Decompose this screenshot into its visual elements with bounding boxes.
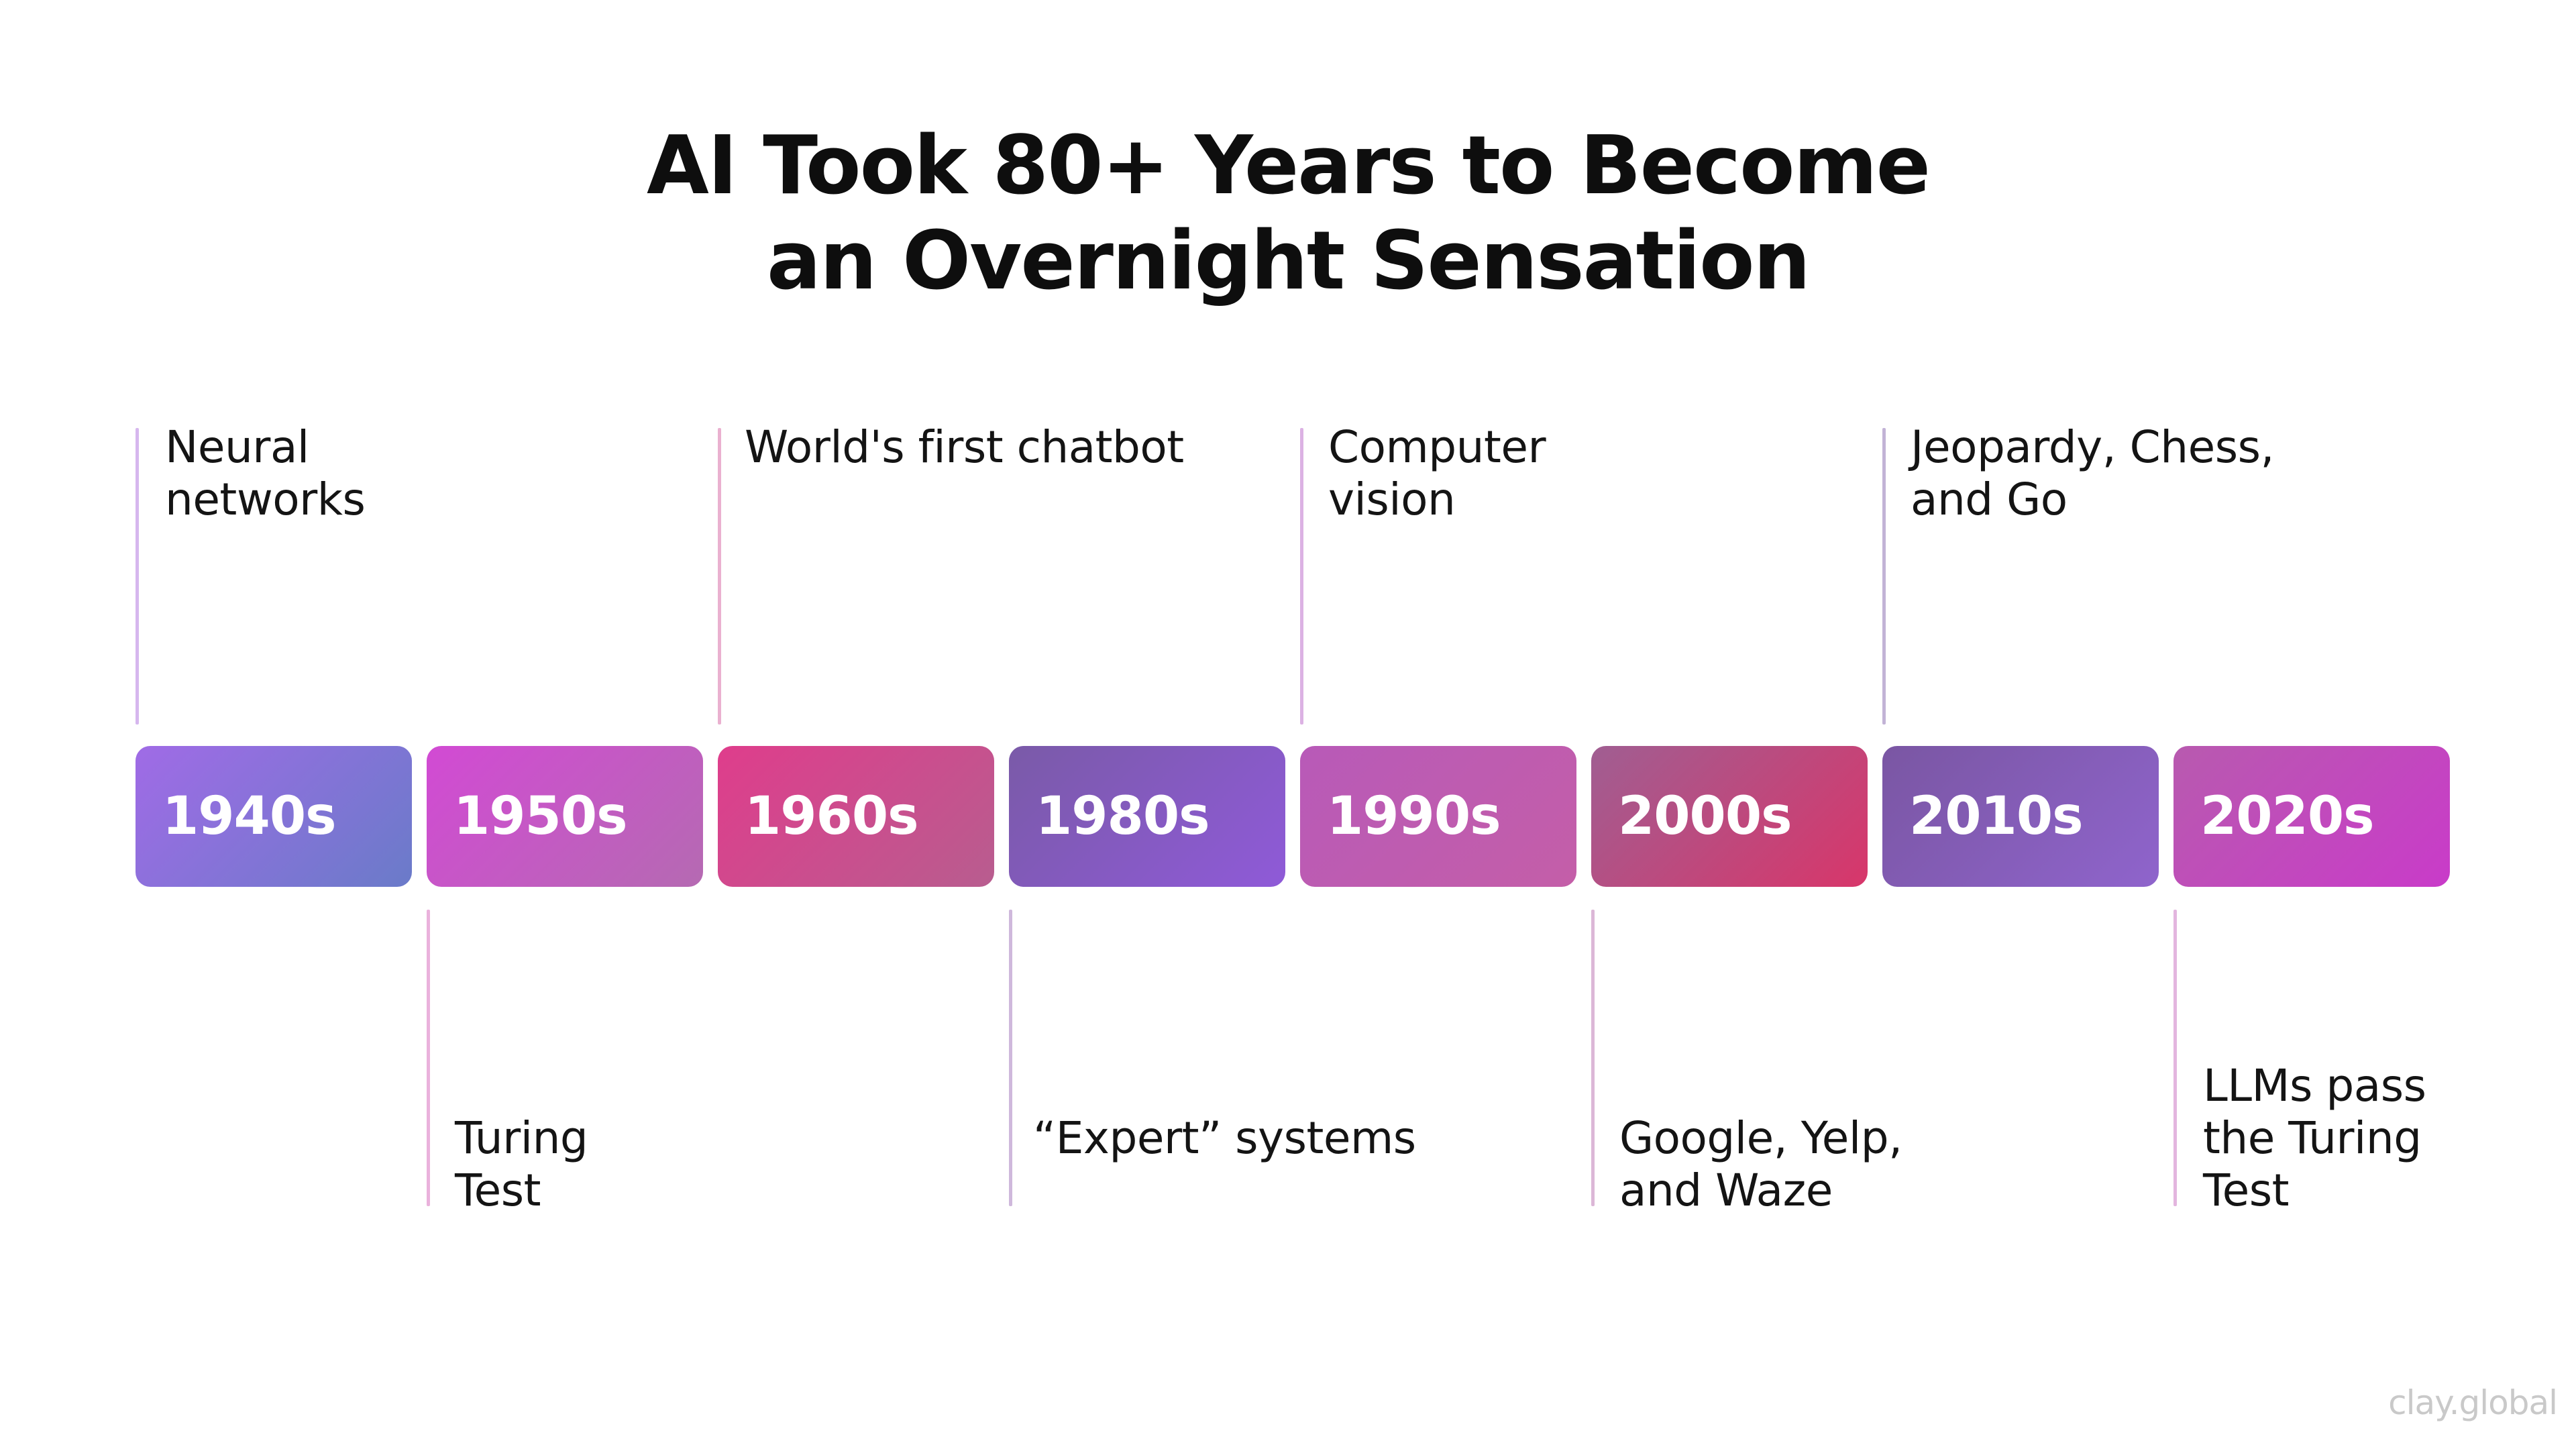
decade-pill-2020s: 2020s <box>2174 746 2450 887</box>
decade-label: 1950s <box>453 786 628 847</box>
connector-line-2010s <box>1882 428 1886 724</box>
connector-line-1960s <box>718 428 721 724</box>
milestone-google-yelp-waze: Google, Yelp, and Waze <box>1619 1112 1902 1217</box>
decade-label: 1940s <box>162 786 337 847</box>
decade-label: 1980s <box>1036 786 1210 847</box>
milestone-text-line: Test <box>455 1165 541 1216</box>
decade-label: 1990s <box>1327 786 1501 847</box>
decade-pill-1980s: 1980s <box>1009 746 1285 887</box>
milestone-text-line: Google, Yelp, <box>1619 1112 1902 1164</box>
milestone-text-line: the Turing <box>2203 1112 2422 1164</box>
milestone-turing-test: Turing Test <box>455 1112 588 1217</box>
decade-pill-1960s: 1960s <box>718 746 994 887</box>
milestone-text-line: World's first chatbot <box>745 421 1184 473</box>
decade-pill-1950s: 1950s <box>427 746 703 887</box>
milestone-text-line: “Expert” systems <box>1033 1112 1416 1164</box>
milestone-text-line: vision <box>1328 474 1456 525</box>
milestone-text-line: and Waze <box>1619 1165 1833 1216</box>
page-title-line-1: AI Took 80+ Years to Become <box>646 119 1931 213</box>
connector-line-2020s <box>2174 910 2177 1206</box>
decade-label: 2010s <box>1909 786 2084 847</box>
decade-label: 2020s <box>2200 786 2375 847</box>
decade-pill-1990s: 1990s <box>1300 746 1576 887</box>
milestone-llms-pass-turing: LLMs pass the Turing Test <box>2203 1060 2426 1217</box>
milestone-text-line: networks <box>165 474 366 525</box>
connector-line-2000s <box>1591 910 1595 1206</box>
milestone-jeopardy-chess-go: Jeopardy, Chess, and Go <box>1911 421 2274 526</box>
connector-line-1990s <box>1300 428 1303 724</box>
milestone-text-line: Jeopardy, Chess, <box>1911 421 2274 473</box>
milestone-text-line: and Go <box>1911 474 2068 525</box>
milestone-first-chatbot: World's first chatbot <box>745 421 1184 474</box>
milestone-text-line: Computer <box>1328 421 1546 473</box>
milestone-text-line: Neural <box>165 421 309 473</box>
decade-label: 2000s <box>1618 786 1792 847</box>
decade-pill-2010s: 2010s <box>1882 746 2159 887</box>
milestone-text-line: Test <box>2203 1165 2289 1216</box>
decade-pill-2000s: 2000s <box>1591 746 1868 887</box>
page-title-line-2: an Overnight Sensation <box>766 215 1811 308</box>
decade-label: 1960s <box>745 786 919 847</box>
watermark: clay.global <box>2388 1383 2558 1422</box>
connector-line-1950s <box>427 910 430 1206</box>
connector-line-1980s <box>1009 910 1012 1206</box>
milestone-text-line: LLMs pass <box>2203 1060 2426 1112</box>
milestone-text-line: Turing <box>455 1112 588 1164</box>
connector-line-1940s <box>136 428 139 724</box>
milestone-computer-vision: Computer vision <box>1328 421 1546 526</box>
decade-pill-1940s: 1940s <box>136 746 412 887</box>
milestone-expert-systems: “Expert” systems <box>1033 1112 1416 1165</box>
milestone-neural-networks: Neural networks <box>165 421 366 526</box>
